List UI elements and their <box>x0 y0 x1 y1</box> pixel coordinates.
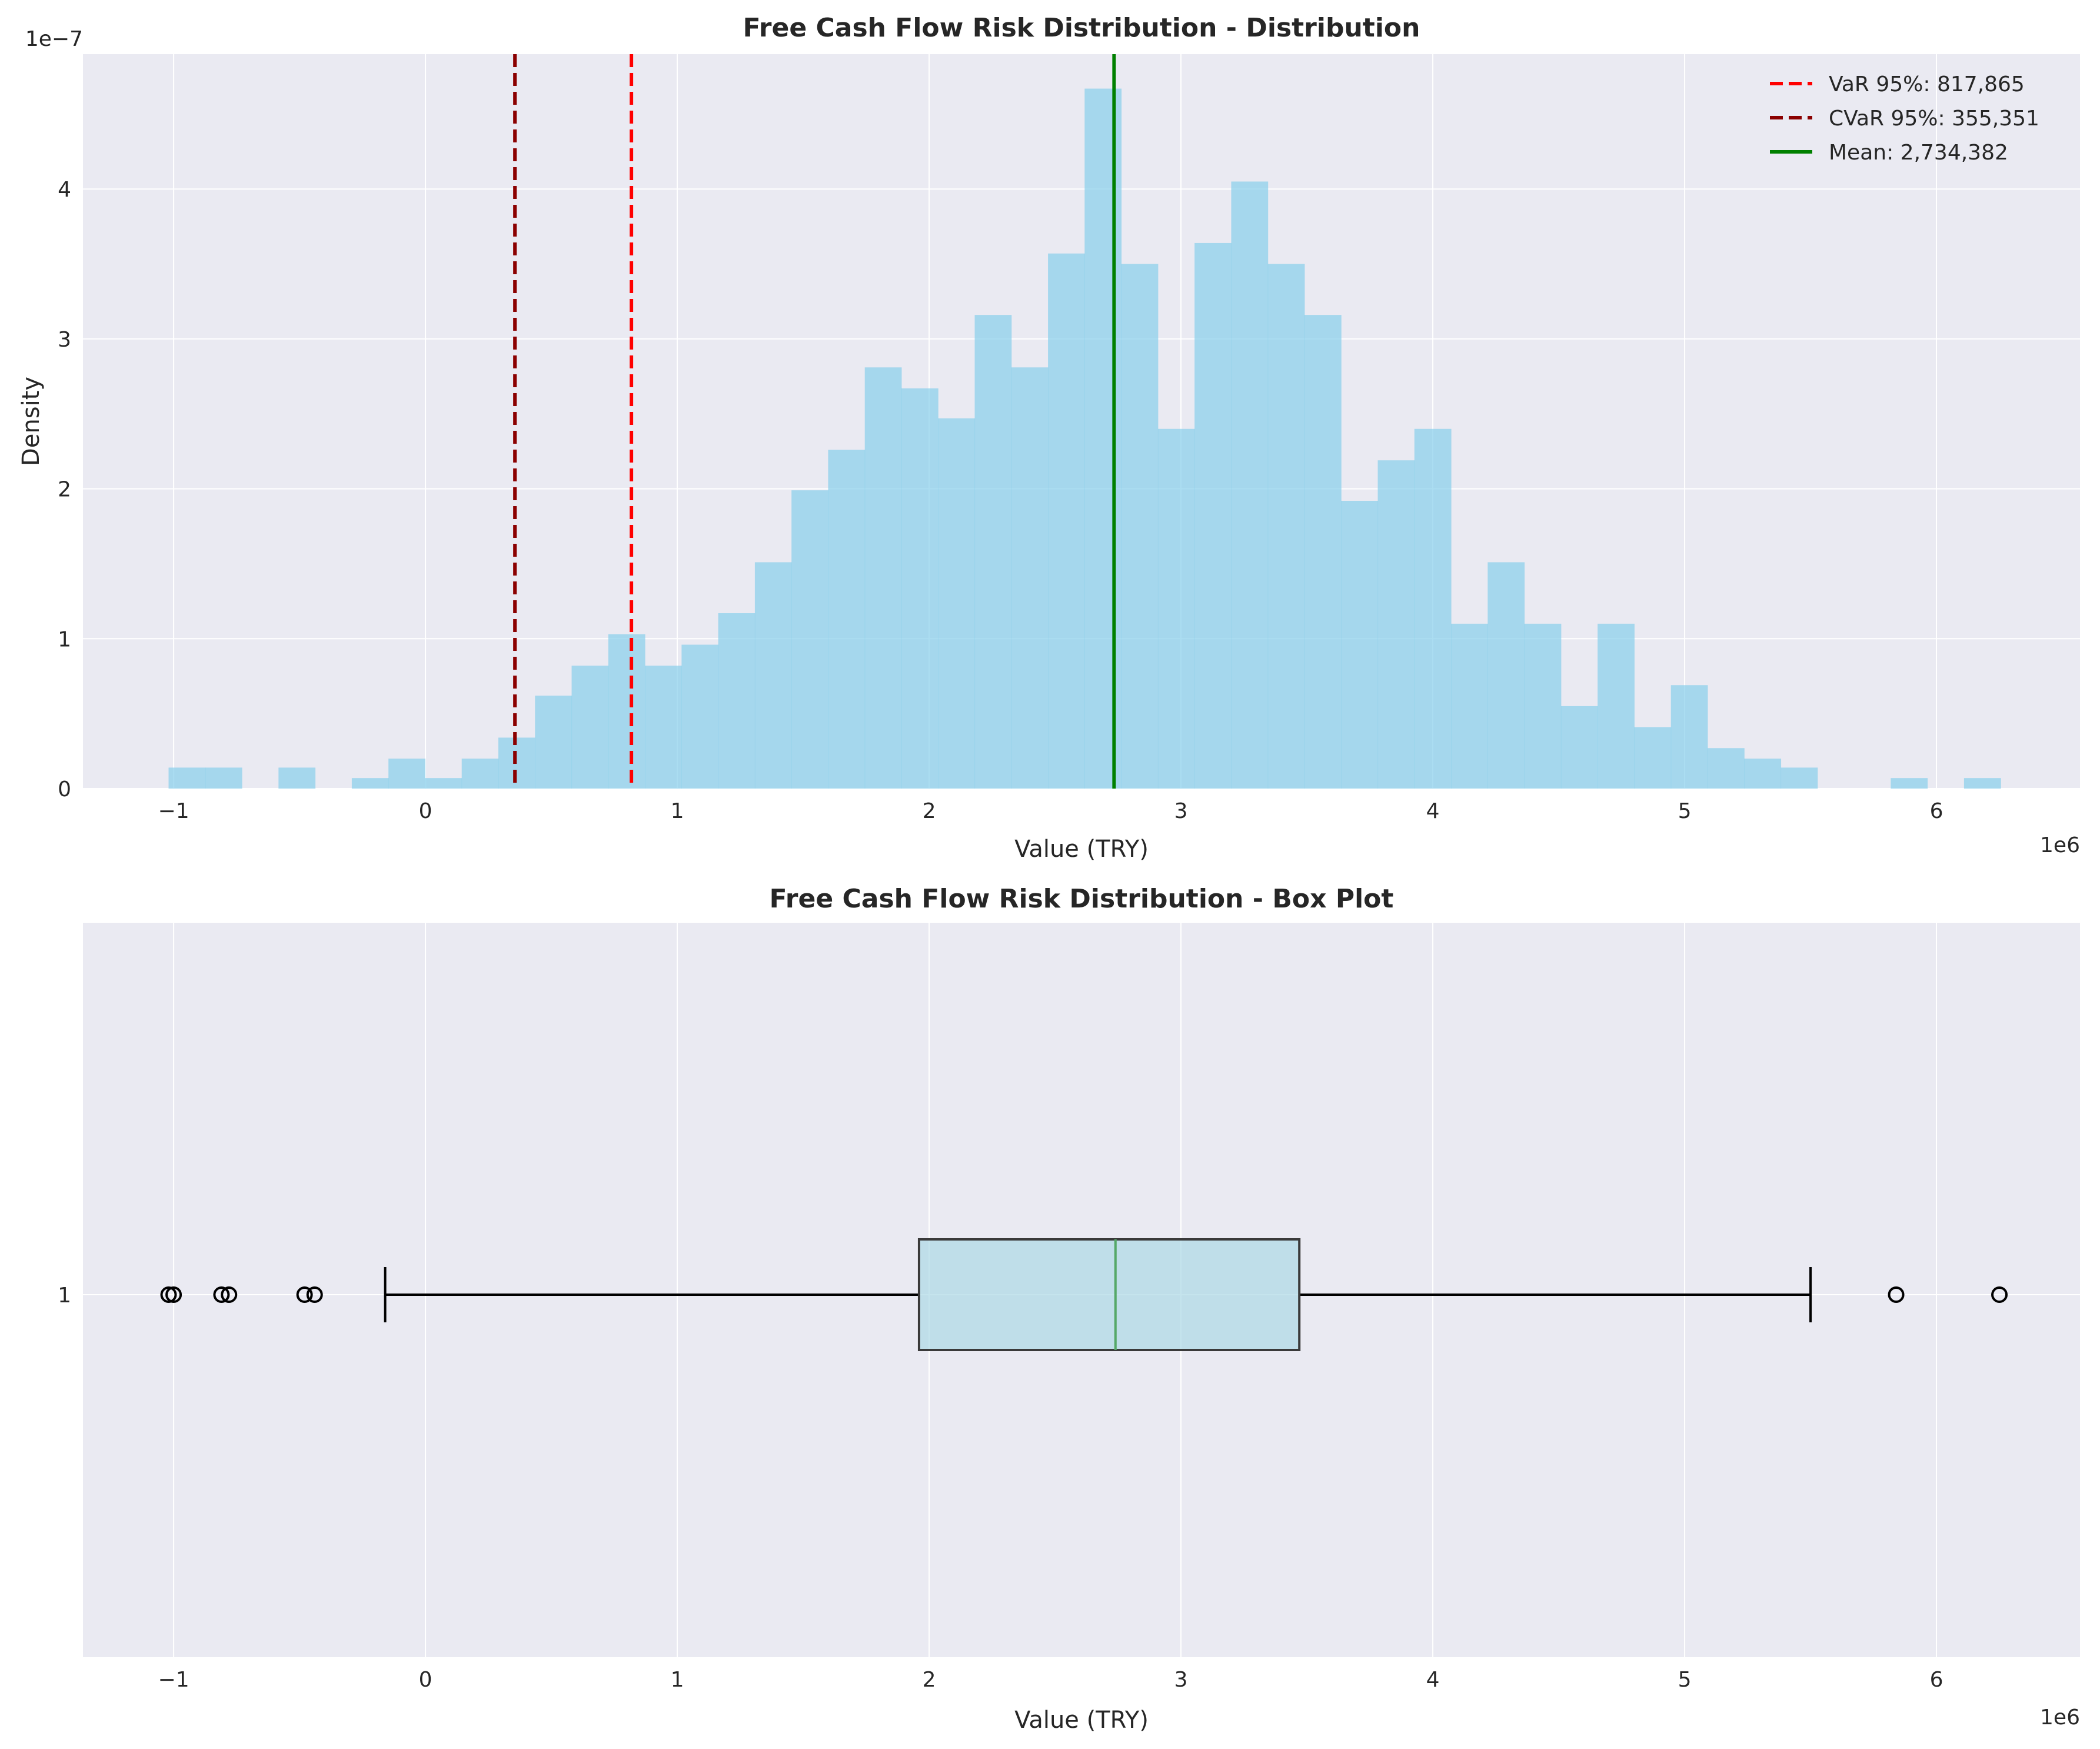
histogram-bar <box>1341 500 1379 789</box>
histogram-bar <box>388 759 425 789</box>
histogram-bars <box>168 88 2001 789</box>
outlier-point <box>306 1286 323 1303</box>
histogram-panel: −1 0 1 2 3 4 5 6 0 1 2 3 4 Free Cash Flow Risk Dist… <box>18 13 2080 863</box>
y-tick-label: 4 <box>58 178 71 202</box>
histogram-bar <box>1560 706 1598 789</box>
outlier-point <box>296 1286 313 1303</box>
histogram-bar <box>608 634 645 789</box>
boxplot-grid <box>83 923 2080 1657</box>
histogram-bar <box>1707 748 1745 789</box>
legend-label: CVaR 95%: 355,351 <box>1829 107 2039 131</box>
histogram-bar <box>571 666 609 789</box>
boxplot-marks <box>160 1238 2008 1351</box>
x-tick-label: 0 <box>419 799 432 823</box>
outlier-point <box>213 1286 230 1303</box>
boxplot-x-axis-label: Value (TRY) <box>1014 1707 1149 1734</box>
histogram-bar <box>1487 562 1525 789</box>
histogram-bar <box>1524 623 1562 789</box>
legend: VaR 95%: 817,865 CVaR 95%: 355,351 Mean: 2… <box>1770 72 2039 165</box>
histogram-bar <box>1634 727 1672 789</box>
histogram-bar <box>498 737 535 789</box>
x-tick-label: 5 <box>1678 799 1692 823</box>
histogram-bar <box>278 767 316 789</box>
histogram-bar <box>974 315 1012 789</box>
histogram-bar <box>681 644 719 789</box>
boxplot-title: Free Cash Flow Risk Distribution - Box P… <box>770 884 1394 914</box>
histogram-x-tick-labels: −1 0 1 2 3 4 5 6 <box>158 799 1943 823</box>
legend-label: VaR 95%: 817,865 <box>1829 72 2025 97</box>
histogram-bar <box>1963 778 2001 789</box>
x-tick-label: 3 <box>1174 799 1188 823</box>
histogram-bar <box>1891 778 1928 789</box>
histogram-title: Free Cash Flow Risk Distribution - Distr… <box>743 13 1420 43</box>
histogram-bar <box>754 562 792 789</box>
x-tick-label: 3 <box>1174 1668 1188 1692</box>
histogram-bar <box>1780 767 1818 789</box>
interquartile-box <box>917 1238 1301 1351</box>
histogram-x-offset-text: 1e6 <box>2040 833 2080 857</box>
x-tick-label: 1 <box>671 1668 684 1692</box>
histogram-bar <box>1121 264 1159 789</box>
histogram-x-axis-label: Value (TRY) <box>1014 836 1149 863</box>
boxplot-panel: −1 0 1 2 3 4 5 6 1 Free Cash Flow Risk Distribu… <box>58 884 2080 1734</box>
x-tick-label: 6 <box>1930 1668 1943 1692</box>
x-tick-label: 0 <box>419 1668 432 1692</box>
y-tick-label: 3 <box>58 328 71 352</box>
histogram-y-axis-label: Density <box>18 377 45 466</box>
x-tick-label: 2 <box>923 799 936 823</box>
reference-lines <box>513 54 1116 789</box>
outlier-point <box>165 1286 182 1303</box>
histogram-bar <box>1231 181 1269 789</box>
x-tick-label: 6 <box>1930 799 1943 823</box>
histogram-bar <box>1048 253 1085 789</box>
y-tick-label: 1 <box>58 627 71 651</box>
outlier-point <box>160 1286 177 1303</box>
histogram-bar <box>901 388 938 789</box>
histogram-bar <box>1194 242 1232 789</box>
histogram-y-tick-labels: 0 1 2 3 4 <box>58 178 71 802</box>
x-tick-label: 4 <box>1426 799 1440 823</box>
histogram-bar <box>461 759 499 789</box>
histogram-bar <box>1598 623 1635 789</box>
outlier-point <box>221 1286 238 1303</box>
x-tick-label: 4 <box>1426 1668 1440 1692</box>
histogram-bar <box>938 418 976 789</box>
histogram-y-offset-text: 1e−7 <box>25 27 83 51</box>
histogram-bar <box>1157 428 1195 789</box>
histogram-bar <box>1011 367 1049 789</box>
y-tick-label: 0 <box>58 777 71 802</box>
x-tick-label: 5 <box>1678 1668 1692 1692</box>
histogram-bar <box>1267 264 1305 789</box>
boxplot-y-tick-labels: 1 <box>58 1284 71 1308</box>
histogram-bar <box>1414 428 1452 789</box>
legend-label: Mean: 2,734,382 <box>1829 141 2008 165</box>
histogram-bar <box>828 450 866 789</box>
histogram-bar <box>864 367 902 789</box>
histogram-bar <box>425 778 462 789</box>
histogram-bar <box>1304 315 1342 789</box>
histogram-bar <box>535 696 573 789</box>
outlier-point <box>1991 1286 2008 1303</box>
histogram-bar <box>791 490 828 789</box>
histogram-bar <box>351 778 389 789</box>
histogram-bar <box>645 666 682 789</box>
histogram-bar <box>1084 88 1122 789</box>
x-tick-label: 2 <box>923 1668 936 1692</box>
histogram-bar <box>1377 460 1415 789</box>
histogram-bar <box>1451 623 1488 789</box>
histogram-bar <box>718 613 756 789</box>
x-tick-label: 1 <box>671 799 684 823</box>
outlier-point <box>1888 1286 1905 1303</box>
histogram-bar <box>1670 685 1708 789</box>
x-tick-label: −1 <box>158 1668 189 1692</box>
y-tick-label: 1 <box>58 1284 71 1308</box>
boxplot-x-offset-text: 1e6 <box>2040 1705 2080 1730</box>
histogram-bar <box>168 767 206 789</box>
y-tick-label: 2 <box>58 478 71 502</box>
x-tick-label: −1 <box>158 799 189 823</box>
boxplot-x-tick-labels: −1 0 1 2 3 4 5 6 <box>158 1668 1943 1692</box>
histogram-bar <box>205 767 242 789</box>
histogram-bar <box>1744 759 1782 789</box>
